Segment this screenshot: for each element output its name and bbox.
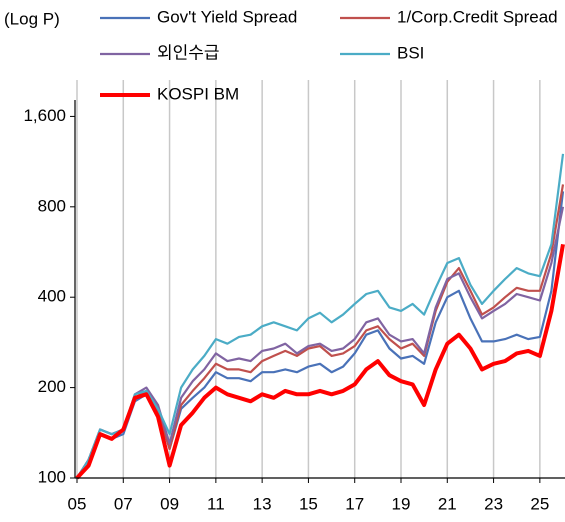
series-line — [76, 184, 565, 479]
y-tick-label: 200 — [38, 377, 66, 396]
plot-area — [75, 153, 565, 480]
legend-label: 외인수급 — [157, 43, 220, 62]
x-tick-label: 25 — [530, 494, 549, 513]
legend-label: KOSPI BM — [157, 84, 239, 103]
x-tick-label: 21 — [438, 494, 457, 513]
series-line — [76, 206, 565, 479]
x-tick-label: 17 — [345, 494, 364, 513]
y-axis-label: (Log P) — [4, 9, 60, 28]
x-tick-label: 23 — [484, 494, 503, 513]
x-tick-label: 13 — [253, 494, 272, 513]
x-tick-label: 09 — [160, 494, 179, 513]
legend-label: Gov't Yield Spread — [157, 7, 297, 26]
x-tick-label: 07 — [114, 494, 133, 513]
y-tick-label: 1,600 — [23, 106, 66, 125]
x-tick-label: 05 — [68, 494, 87, 513]
y-tick-label: 100 — [38, 467, 66, 486]
x-tick-label: 11 — [207, 494, 225, 513]
y-tick-label: 800 — [38, 196, 66, 215]
legend-label: 1/Corp.Credit Spread — [397, 7, 558, 26]
series-line — [76, 191, 565, 479]
legend-label: BSI — [397, 43, 424, 62]
x-tick-label: 19 — [392, 494, 411, 513]
y-tick-label: 400 — [38, 287, 66, 306]
series-line — [75, 243, 565, 480]
series-line — [76, 153, 565, 479]
x-tick-label: 15 — [299, 494, 318, 513]
